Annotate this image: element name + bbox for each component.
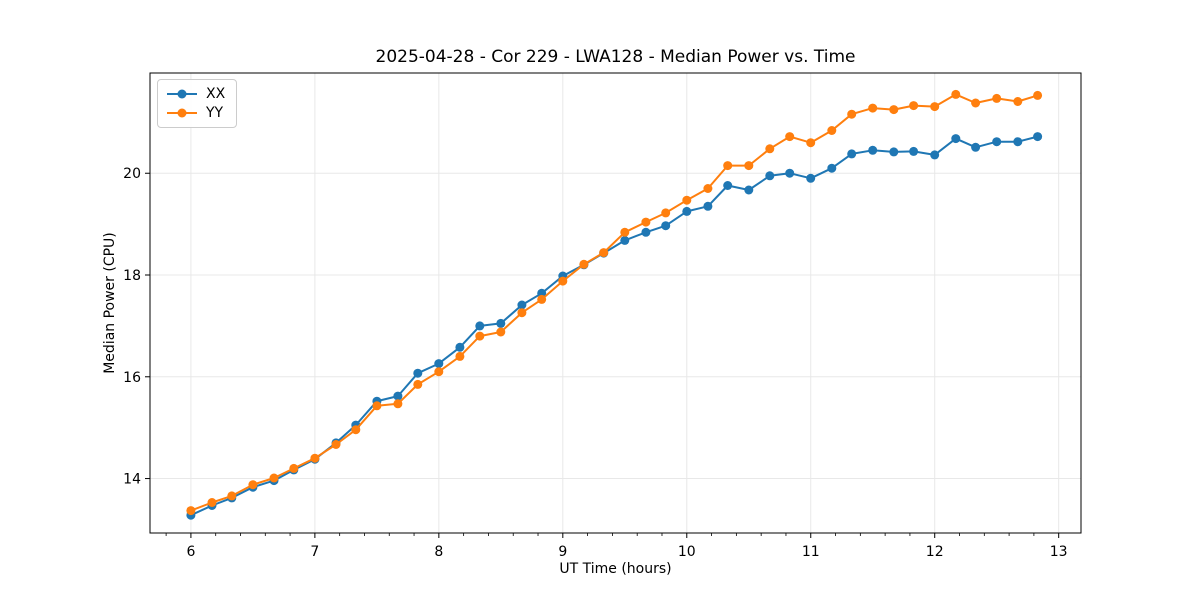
data-point-yy (868, 103, 878, 113)
data-point-yy (289, 463, 299, 473)
data-point-yy (744, 161, 754, 171)
data-point-yy (889, 105, 899, 115)
data-point-yy (703, 184, 713, 193)
legend-marker-glyph (167, 89, 197, 99)
data-point-xx (723, 181, 733, 190)
data-point-yy (537, 294, 547, 304)
data-point-xx (806, 173, 816, 183)
y-tick-label: 18 (123, 268, 141, 284)
data-point-xx (951, 134, 961, 144)
data-point-yy (620, 227, 630, 237)
data-point-yy (496, 327, 506, 337)
data-point-yy (558, 276, 568, 286)
data-point-yy (517, 308, 527, 318)
data-point-xx (455, 342, 465, 352)
data-point-xx (992, 137, 1002, 147)
x-tick-label: 8 (434, 544, 443, 560)
legend-item-xx: XX (167, 87, 225, 101)
data-point-xx (785, 168, 795, 178)
data-point-yy (248, 480, 258, 490)
data-point-xx (1013, 137, 1023, 147)
x-tick-label: 9 (558, 544, 567, 560)
data-point-yy (186, 506, 196, 516)
data-point-xx (620, 235, 630, 245)
data-point-yy (207, 498, 217, 507)
data-point-xx (517, 300, 527, 310)
data-point-xx (682, 206, 692, 216)
data-point-yy (1033, 90, 1043, 100)
data-point-yy (227, 491, 237, 501)
x-tick-label: 13 (1050, 544, 1068, 560)
data-point-yy (310, 453, 320, 463)
data-point-yy (393, 399, 403, 409)
legend-line-marker-icon (167, 88, 197, 100)
legend: XX YY (157, 79, 238, 128)
data-point-yy (951, 89, 961, 99)
data-point-yy (269, 473, 279, 483)
y-tick-label: 20 (123, 166, 141, 182)
data-point-xx (930, 150, 940, 160)
data-point-xx (765, 171, 775, 181)
data-point-yy (1013, 97, 1023, 106)
data-point-xx (889, 147, 899, 157)
data-point-xx (827, 163, 837, 173)
x-axis-label: UT Time (hours) (559, 561, 672, 577)
data-point-xx (496, 318, 506, 328)
data-point-yy (579, 259, 589, 269)
data-point-xx (847, 149, 857, 159)
y-tick-label: 14 (123, 472, 141, 488)
data-point-xx (1033, 132, 1043, 142)
data-point-yy (413, 379, 423, 389)
legend-item-yy: YY (167, 106, 225, 120)
data-point-yy (599, 248, 609, 258)
legend-line-marker-icon (167, 107, 197, 119)
data-point-xx (434, 359, 444, 369)
x-tick-label: 12 (926, 544, 944, 560)
legend-label-xx: XX (206, 86, 226, 102)
data-point-yy (847, 109, 857, 119)
data-point-yy (909, 101, 919, 111)
x-tick-label: 11 (802, 544, 820, 560)
data-point-yy (475, 331, 485, 341)
data-point-yy (661, 208, 671, 218)
data-point-xx (475, 321, 485, 331)
data-point-xx (393, 391, 403, 401)
y-axis-label: Median Power (CPU) (102, 232, 118, 374)
plot-spines (149, 72, 1082, 534)
data-point-xx (413, 368, 423, 378)
data-point-yy (372, 401, 382, 411)
data-point-xx (909, 146, 919, 156)
data-point-yy (992, 93, 1002, 103)
x-tick-label: 10 (678, 544, 696, 560)
data-point-yy (682, 195, 692, 205)
series-line-yy (190, 93, 1038, 512)
data-point-yy (971, 98, 981, 108)
data-point-xx (703, 201, 713, 211)
data-point-xx (971, 142, 981, 152)
data-point-yy (806, 138, 816, 148)
data-point-yy (930, 102, 940, 112)
data-point-yy (455, 351, 465, 361)
data-point-yy (351, 425, 361, 435)
data-point-xx (868, 145, 878, 155)
data-point-xx (744, 185, 754, 195)
data-point-yy (785, 132, 795, 142)
data-point-yy (331, 440, 341, 449)
chart-title: 2025-04-28 - Cor 229 - LWA128 - Median P… (375, 47, 856, 67)
x-tick-label: 7 (310, 544, 319, 560)
data-point-xx (661, 221, 671, 231)
data-point-yy (641, 217, 651, 227)
data-point-yy (765, 144, 775, 154)
data-point-xx (641, 227, 651, 237)
legend-label-yy: YY (206, 105, 224, 121)
data-point-yy (827, 126, 837, 135)
x-tick-label: 6 (186, 544, 195, 560)
data-point-yy (723, 161, 733, 171)
y-tick-label: 16 (123, 370, 141, 386)
legend-marker-glyph (167, 108, 197, 118)
data-point-yy (434, 367, 444, 377)
